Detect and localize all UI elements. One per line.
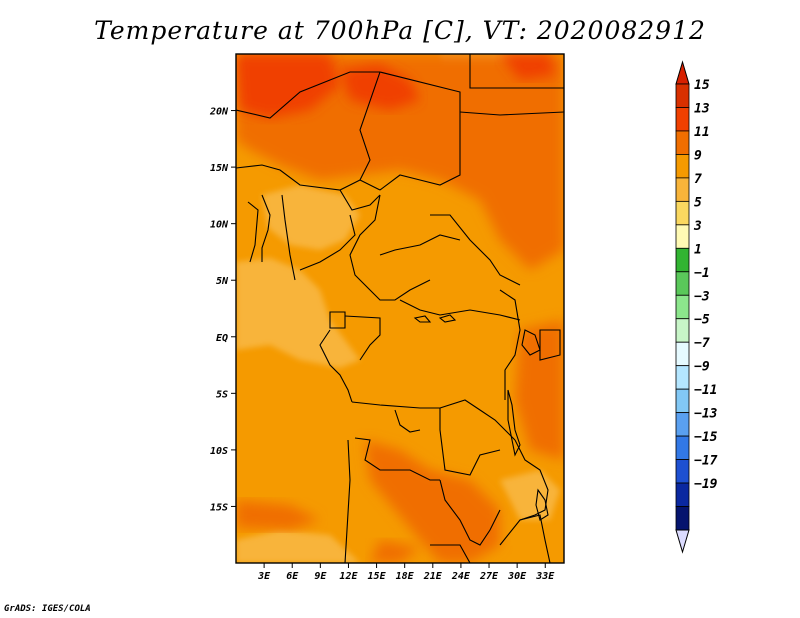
colorbar-label: −7 (694, 336, 710, 351)
colorbar-swatch (675, 294, 690, 320)
y-tick-label: 5N (216, 276, 229, 287)
x-tick-label: 30E (507, 571, 527, 582)
colorbar-swatch (675, 130, 690, 155)
colorbar-swatch (675, 177, 690, 202)
y-tick-label: 5S (216, 389, 228, 400)
x-tick-label: 15E (368, 571, 387, 582)
x-tick-label: 24E (451, 571, 471, 582)
y-tick-label: 20N (209, 107, 229, 118)
colorbar-swatch (675, 83, 690, 108)
colorbar-label: −3 (694, 289, 710, 304)
y-tick-label: EQ (216, 333, 228, 344)
temperature-field (236, 54, 564, 563)
country-borders (236, 54, 564, 563)
colorbar-swatch (675, 200, 690, 226)
colorbar-label: −9 (694, 360, 710, 375)
colorbar-label: 9 (694, 148, 702, 163)
colorbar-top-arrow (675, 60, 690, 85)
colorbar-label: −1 (694, 266, 710, 281)
colorbar-label: 15 (694, 78, 710, 93)
x-tick-label: 6E (286, 571, 299, 582)
colorbar: 15 13 11 9 7 5 3 1 −1 −3 −5 −7 −9 −11 −13 −15 −17 −19 (675, 60, 718, 554)
colorbar-label: −11 (694, 383, 717, 398)
x-tick-label: 18E (396, 571, 415, 582)
colorbar-swatch (675, 224, 690, 249)
x-tick-label: 21E (423, 571, 443, 582)
map-frame (235, 53, 565, 564)
colorbar-swatch (675, 482, 690, 507)
colorbar-swatch (675, 271, 690, 296)
colorbar-label: 13 (694, 101, 710, 116)
x-tick-label: 3E (257, 571, 271, 582)
colorbar-swatch (675, 459, 690, 484)
x-tick-label: 27E (479, 571, 499, 582)
colorbar-swatch (675, 365, 690, 390)
y-tick-label: 10S (210, 446, 228, 457)
y-tick-label: 10N (210, 220, 229, 231)
colorbar-label: −19 (694, 477, 718, 492)
colorbar-swatch (675, 154, 690, 179)
grads-credit: GrADS: IGES/COLA (4, 604, 91, 614)
map-title: Temperature at 700hPa [C], VT: 202008291… (94, 16, 706, 45)
x-tick-label: 33E (535, 571, 555, 582)
colorbar-label: −13 (694, 407, 718, 422)
colorbar-swatch (675, 388, 690, 414)
field-region-sahara-north (236, 54, 340, 118)
colorbar-label: 1 (694, 242, 702, 257)
y-tick-label: 15S (210, 502, 228, 513)
colorbar-swatch (675, 435, 690, 460)
colorbar-swatch (675, 412, 690, 437)
x-axis-ticks: 3E 6E 9E 12E 15E 18E 21E 24E 27E 30E 33E (257, 563, 555, 582)
colorbar-label: −17 (694, 454, 718, 469)
y-tick-label: 15N (210, 163, 229, 174)
y-axis-ticks: 20N 15N 10N 5N EQ 5S 10S 15S (209, 107, 236, 513)
colorbar-label: 5 (694, 195, 702, 210)
colorbar-label: 3 (693, 219, 702, 234)
colorbar-label: −15 (694, 430, 718, 445)
colorbar-swatch (675, 247, 690, 273)
colorbar-label: −5 (694, 313, 710, 328)
field-region-sahel-belt (236, 54, 564, 270)
x-tick-label: 12E (339, 571, 358, 582)
colorbar-label: 11 (694, 125, 710, 140)
field-region-west-coast-cool (236, 258, 360, 368)
colorbar-label: 7 (694, 172, 702, 187)
colorbar-swatch (675, 318, 690, 343)
colorbar-bottom-arrow (675, 529, 690, 554)
colorbar-swatch (675, 341, 690, 367)
colorbar-swatch (675, 107, 690, 132)
x-tick-label: 9E (314, 571, 327, 582)
colorbar-swatch (675, 506, 690, 531)
